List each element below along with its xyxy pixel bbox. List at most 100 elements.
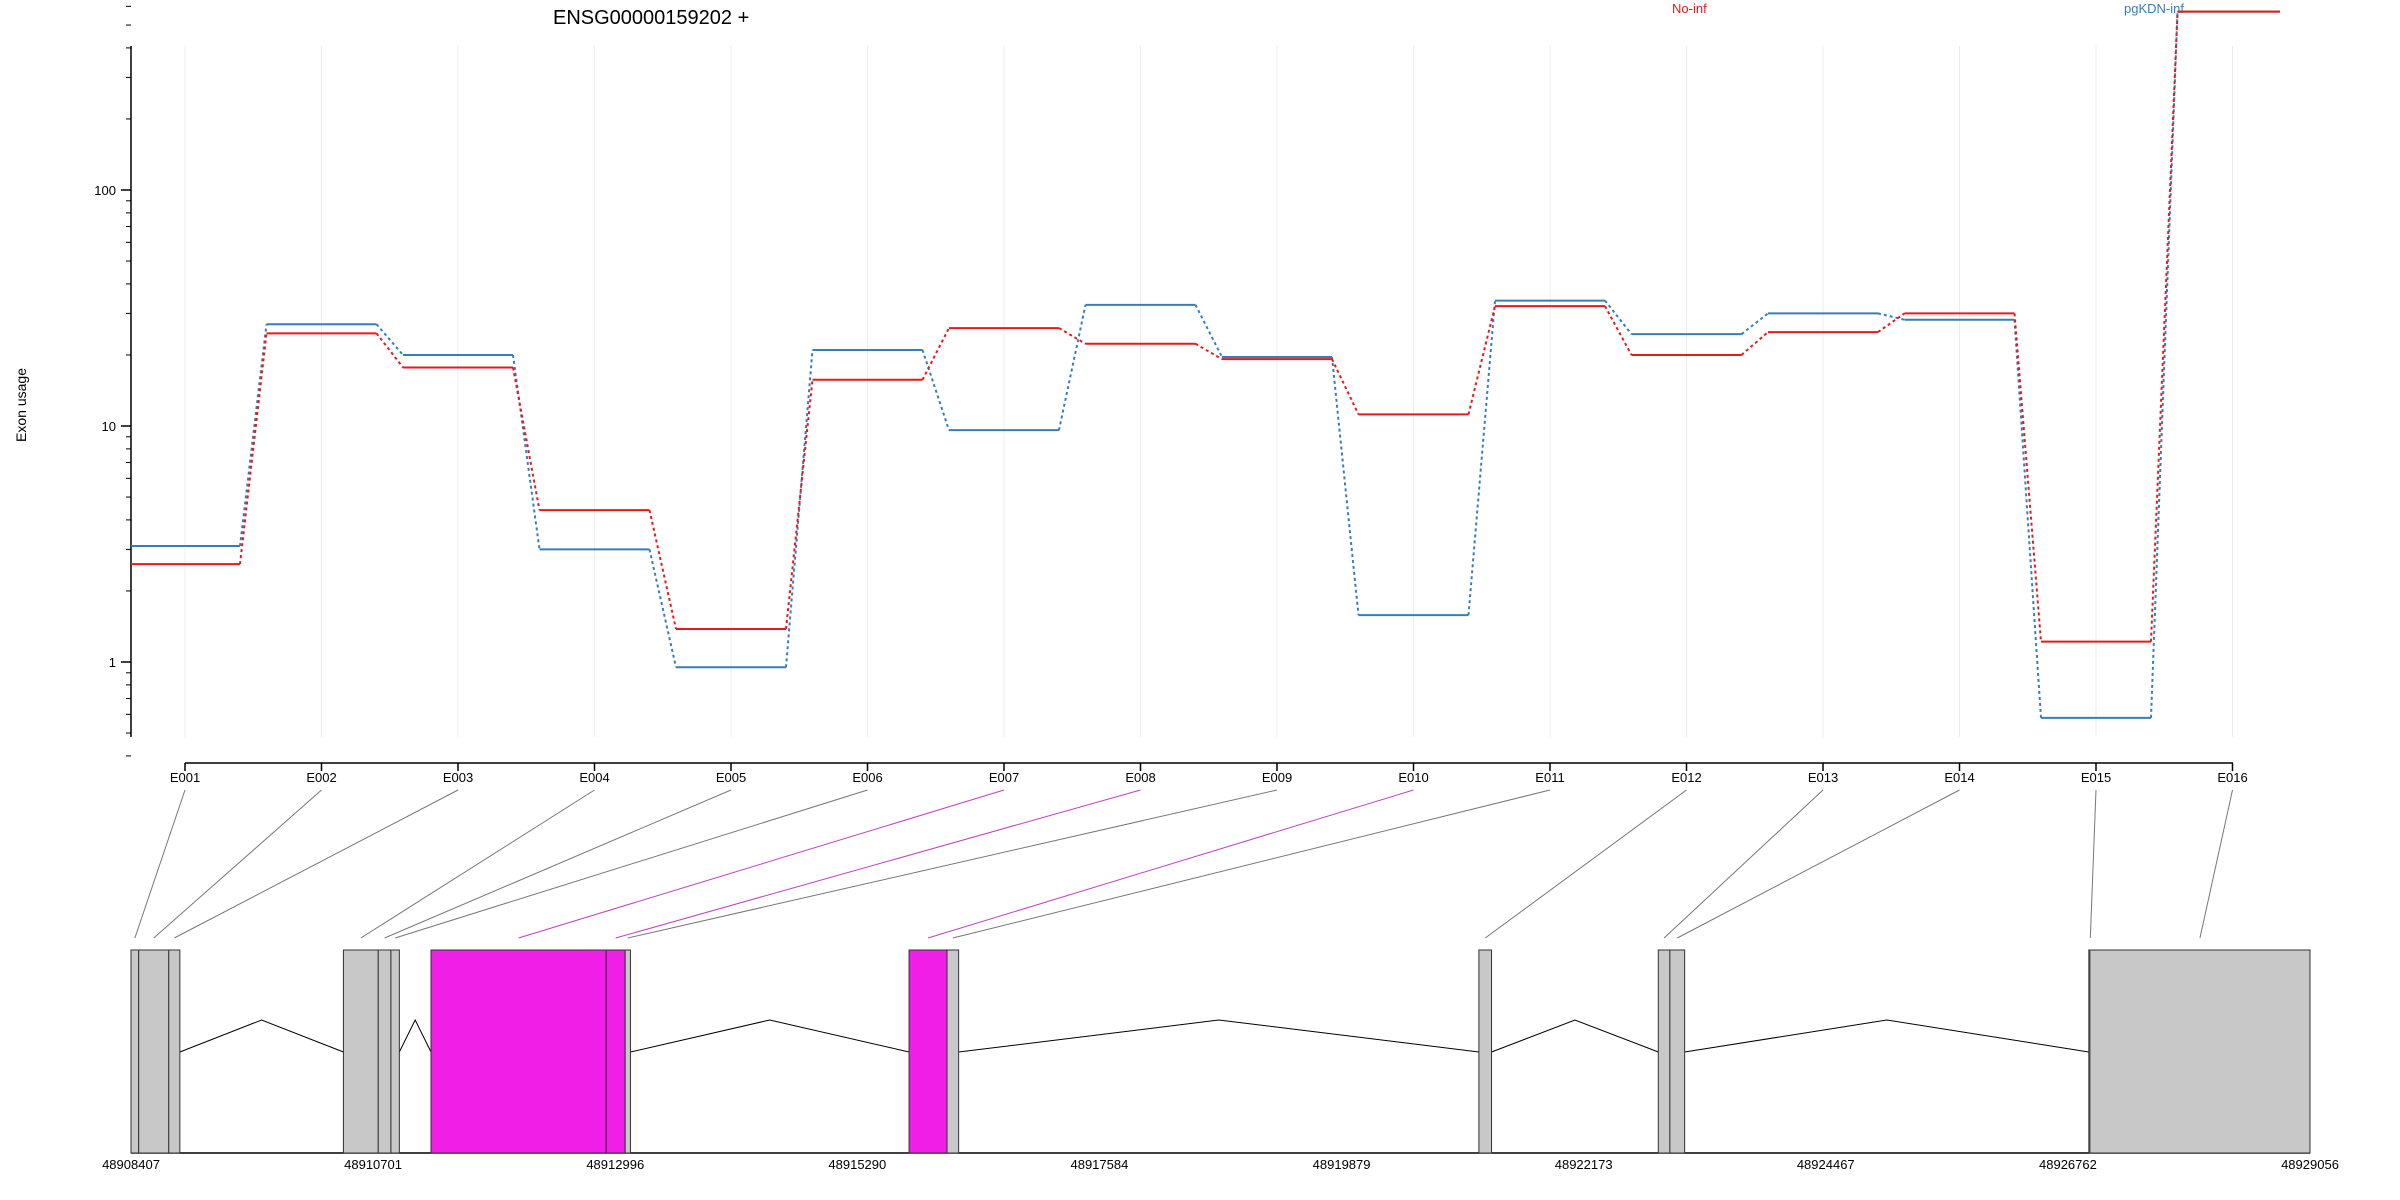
connector-layer [134,789,2233,939]
chart-title: ENSG00000159202 + [553,7,749,29]
y-tick-label: 1 [109,655,116,670]
exon-box-E008 [605,949,626,1154]
x-tick-label: E013 [1808,770,1838,785]
pgkdn-inf-connector [1604,299,1633,335]
intron-line [179,1019,344,1053]
pgkdn-inf-connector [1740,312,1769,335]
legend-label-no-inf: No-inf [1672,1,1707,16]
pgkdn-inf-connector [1058,304,1087,431]
exon-connector-E004 [360,789,595,939]
exon-connector-E006 [394,789,868,939]
pgkdn-inf-connector [648,549,677,668]
exon-connector-E014 [1677,789,1960,939]
exon-box-E009 [624,949,631,1154]
exon-connector-E012 [1484,789,1687,939]
exon-box-E004 [342,949,379,1154]
no-inf-connector [1194,342,1223,361]
y-tick-label: 100 [94,183,116,198]
no-inf-connector [1058,327,1087,345]
y-tick-label: 10 [102,419,116,434]
x-tick-label: E009 [1262,770,1292,785]
x-tick-label: E014 [1944,770,1974,785]
pgkdn-inf-connector [1877,312,1905,321]
x-tick-label: E005 [716,770,746,785]
intron-line [1684,1019,2089,1053]
no-inf-connector [1740,331,1769,356]
x-tick-label: E001 [170,770,200,785]
coordinate-tick-label: 48917584 [1070,1157,1128,1172]
intron-line [630,1019,910,1053]
coordinate-tick-label: 48910701 [344,1157,402,1172]
x-tick-label: E015 [2081,770,2111,785]
pgkdn-inf-connector [2013,319,2042,718]
exon-connector-E010 [927,789,1414,939]
intron-line [1491,1019,1659,1053]
gene-model: 48908407 48910701 48912996 48915290 48917584… [102,949,2339,1172]
grid-layer [184,46,2233,737]
no-inf-connector [1467,305,1496,415]
x-tick-label: E012 [1671,770,1701,785]
coordinate-tick-label: 48908407 [102,1157,160,1172]
intron-line [398,1018,432,1053]
exon-box-E012 [1478,949,1493,1154]
pgkdn-inf-connector [512,354,541,550]
y-axis-label: Exon usage [13,368,29,442]
exon-box-E013 [1657,949,1671,1154]
x-tick-label: E004 [579,770,609,785]
no-inf-connector [512,367,541,511]
coordinate-tick-label: 48929056 [2281,1157,2339,1172]
x-tick-label: E008 [1125,770,1155,785]
exon-box-E014 [1669,949,1686,1154]
pgkdn-inf-connector [1194,304,1223,358]
x-tick-label: E003 [443,770,473,785]
exon-connector-E008 [615,789,1141,939]
coordinate-tick-label: 48912996 [586,1157,644,1172]
no-inf-connector [375,332,404,369]
coordinate-tick-label: 48926762 [2039,1157,2097,1172]
pgkdn-inf-connector [239,324,268,547]
exon-box-E005 [377,949,392,1154]
exon-connector-E005 [384,789,732,939]
x-tick-label: E006 [852,770,882,785]
exon-connector-E011 [952,789,1551,939]
no-inf-connector [1331,358,1360,415]
no-inf-connector [2150,11,2179,642]
exon-connector-E015 [2089,789,2097,939]
pgkdn-inf-connector [921,349,950,431]
x-tick-label: E011 [1535,770,1564,785]
series-layer [131,10,2280,719]
exon-box-E011 [946,949,960,1154]
exon-connector-E009 [627,789,1278,939]
coordinate-tick-label: 48922173 [1555,1157,1613,1172]
pgkdn-inf-connector [785,349,814,668]
no-inf-connector [239,333,268,565]
exon-box-E006 [390,949,400,1154]
no-inf-connector [648,509,677,630]
no-inf-connector [921,327,950,381]
exon-connector-E002 [153,789,322,939]
exon-connector-E016 [2199,789,2233,939]
x-tick-label: E002 [306,770,336,785]
pgkdn-inf-connector [375,323,404,356]
exon-box-E001 [130,949,140,1154]
x-tick-label: E010 [1398,770,1428,785]
exon-box-E007 [430,949,607,1154]
no-inf-connector [2013,313,2042,642]
coordinate-tick-label: 48924467 [1797,1157,1855,1172]
exon-box-E003 [168,949,181,1154]
pgkdn-inf-connector [1467,300,1496,616]
exon-connector-E013 [1663,789,1824,939]
coordinate-tick-label: 48915290 [828,1157,886,1172]
intron-line [958,1019,1479,1053]
x-tick-label: E016 [2217,770,2247,785]
axes-layer: E001 E002 E003 E004 E005 E006 E007 E008 E009 E010… [94,5,2248,785]
legend-label-pgkdn-inf: pgKDN-inf [2124,1,2184,16]
pgkdn-inf-connector [1331,356,1360,616]
exon-connector-E003 [174,789,459,939]
exon-box-E002 [138,949,170,1154]
exon-box-E010 [908,949,948,1154]
coordinate-tick-label: 48919879 [1313,1157,1371,1172]
exon-connector-E007 [518,789,1005,939]
exon-box-E016 [2089,949,2311,1154]
